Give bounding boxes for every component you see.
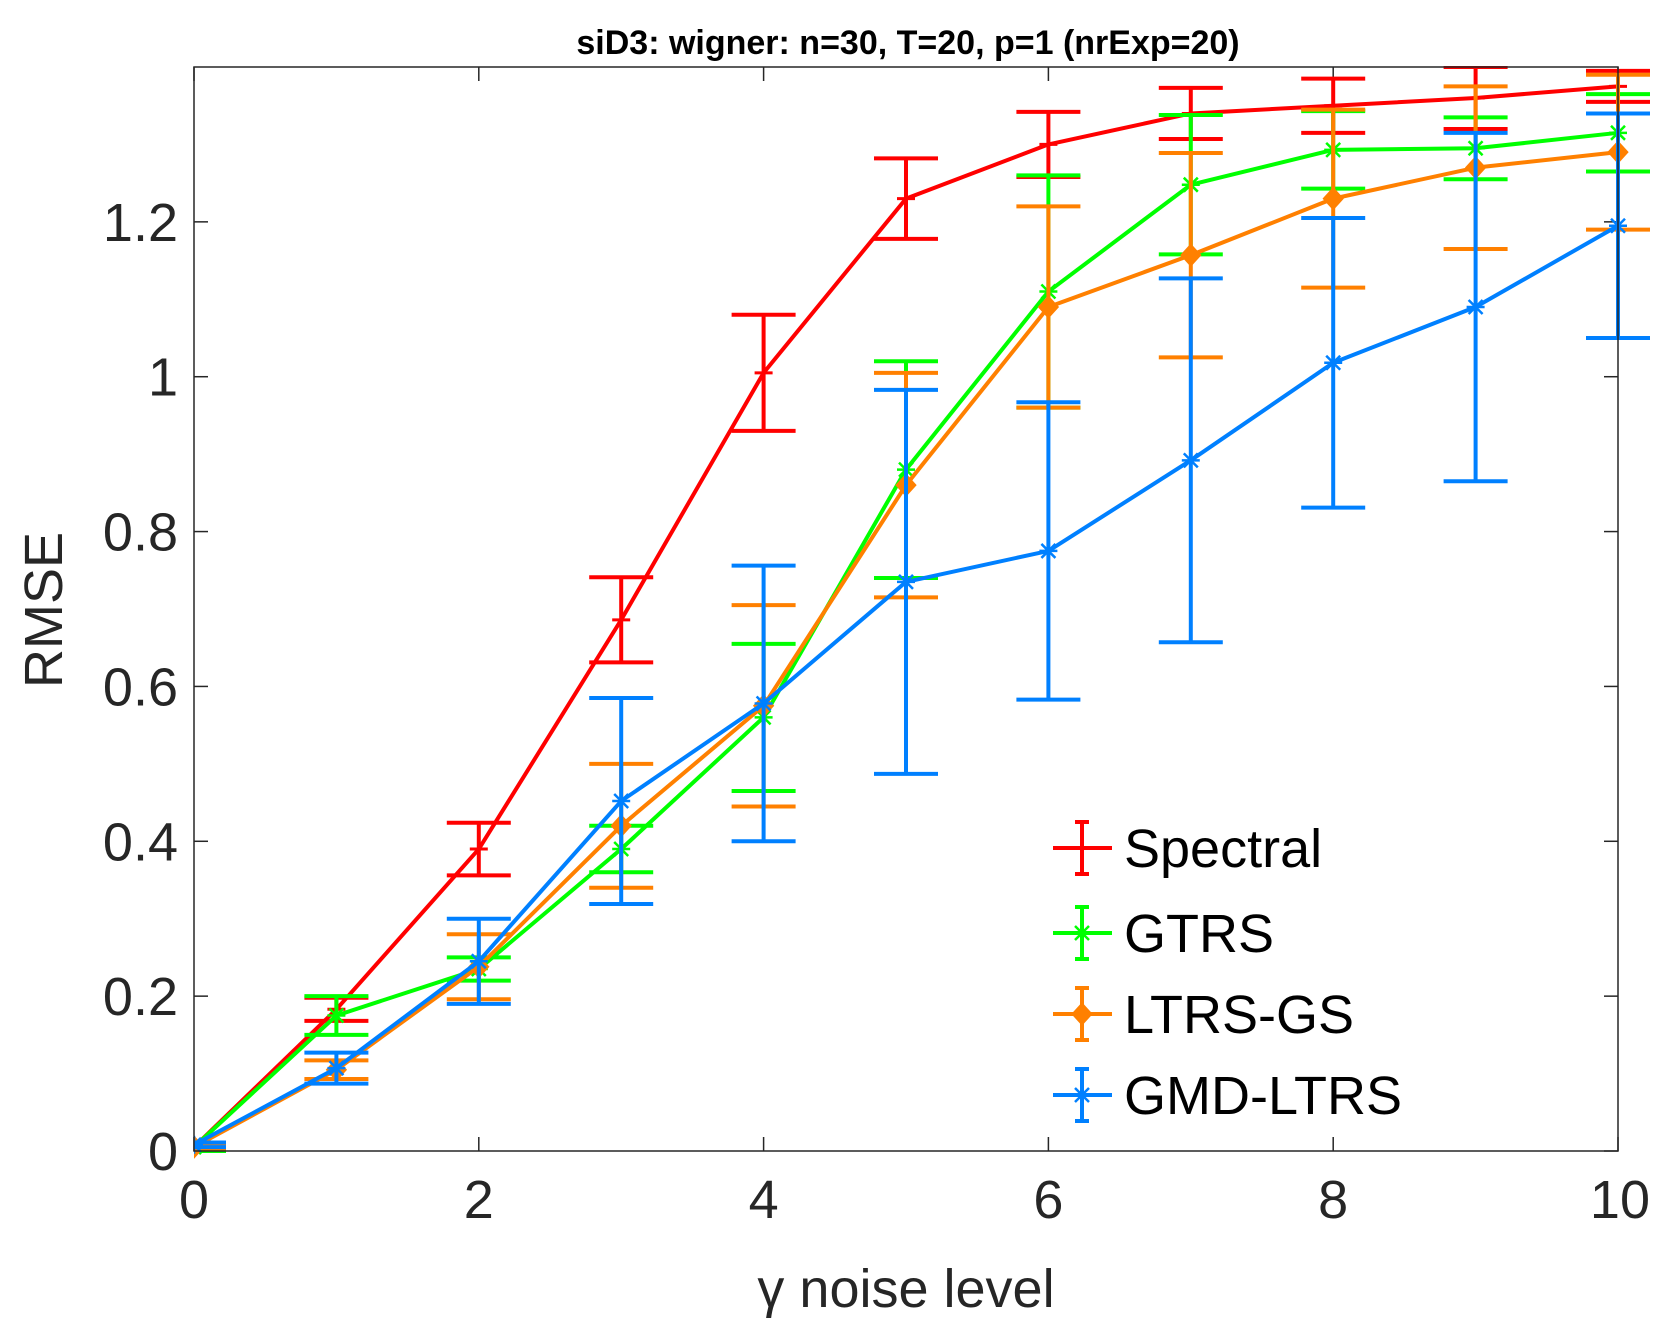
- data-point: [897, 189, 915, 208]
- legend-label: LTRS-GS: [1124, 985, 1354, 1045]
- y-tick-labels: 0 0.2 0.4 0.6 0.8 1 1.2: [103, 193, 178, 1182]
- legend-item: LTRS-GS: [1053, 985, 1354, 1045]
- data-point-marker: [1180, 243, 1202, 267]
- legend-label: GTRS: [1124, 904, 1274, 964]
- legend-item: GMD-LTRS: [1053, 1066, 1402, 1126]
- error-bar: [194, 1140, 226, 1150]
- y-axis-label: RMSE: [14, 532, 74, 688]
- legend-label: Spectral: [1124, 819, 1322, 879]
- data-point: [1039, 541, 1058, 560]
- y-tick-label: 0.2: [103, 967, 178, 1027]
- data-point-marker: [328, 1007, 345, 1024]
- x-tick-label: 10: [1590, 1170, 1650, 1230]
- data-point-marker: [1074, 925, 1090, 941]
- data-point: [1322, 186, 1344, 211]
- y-tick-label: 1: [148, 348, 178, 408]
- data-point: [754, 694, 773, 713]
- data-point: [1180, 243, 1202, 267]
- data-point-marker: [1467, 299, 1484, 315]
- error-bar: [194, 1142, 226, 1152]
- y-tick-label: 1.2: [103, 193, 178, 253]
- x-axis-label: γ noise level: [757, 1259, 1054, 1319]
- y-tick-label: 0.6: [103, 657, 178, 717]
- x-tick-label: 4: [749, 1170, 779, 1230]
- data-point-marker: [328, 1060, 345, 1077]
- data-point: [469, 952, 488, 971]
- legend-label: GMD-LTRS: [1124, 1066, 1402, 1126]
- data-point-marker: [898, 574, 914, 590]
- x-tick-label: 0: [179, 1170, 209, 1230]
- series-gmd-ltrs: [194, 111, 1650, 1154]
- chart-title: siD3: wigner: n=30, T=20, p=1 (nrExp=20): [576, 24, 1239, 62]
- series-layer: [194, 66, 1650, 1159]
- data-point-marker: [1040, 543, 1057, 559]
- data-point: [754, 363, 773, 382]
- data-point: [612, 792, 631, 811]
- data-point: [327, 1059, 346, 1078]
- plot-frame: [193, 66, 1619, 1152]
- data-point: [897, 572, 915, 591]
- legend: Spectral GTRS LTRS-GS GMD-LTRS: [1053, 819, 1402, 1126]
- y-tick-label: 0.8: [103, 503, 178, 563]
- data-point: [1466, 298, 1485, 317]
- x-tick-label: 6: [1033, 1170, 1063, 1230]
- data-point-marker: [755, 695, 772, 712]
- data-point: [194, 1135, 203, 1154]
- data-point: [1039, 135, 1058, 154]
- data-point-marker: [470, 953, 487, 970]
- data-point-marker: [194, 1143, 202, 1153]
- x-tick-labels: 0 2 4 6 8 10: [179, 1170, 1650, 1230]
- data-point: [1037, 295, 1060, 319]
- data-point: [1324, 353, 1343, 372]
- data-point-marker: [1071, 1002, 1093, 1026]
- data-point-marker: [1182, 452, 1199, 469]
- x-tick-label: 8: [1318, 1170, 1348, 1230]
- legend-item: GTRS: [1053, 904, 1274, 964]
- y-tick-label: 0: [148, 1122, 178, 1182]
- data-point-marker: [194, 1136, 202, 1147]
- data-point-marker: [613, 793, 630, 809]
- data-point: [1181, 451, 1200, 470]
- data-point: [469, 840, 488, 859]
- data-point-marker: [1325, 354, 1342, 371]
- y-tick-label: 0.4: [103, 812, 178, 872]
- data-point-marker: [1322, 186, 1344, 211]
- data-point-marker: [1074, 1087, 1090, 1103]
- data-point: [327, 1006, 346, 1025]
- legend-item: Spectral: [1053, 819, 1322, 879]
- data-point-marker: [1037, 295, 1060, 319]
- data-point: [612, 610, 631, 629]
- x-tick-label: 2: [464, 1170, 494, 1230]
